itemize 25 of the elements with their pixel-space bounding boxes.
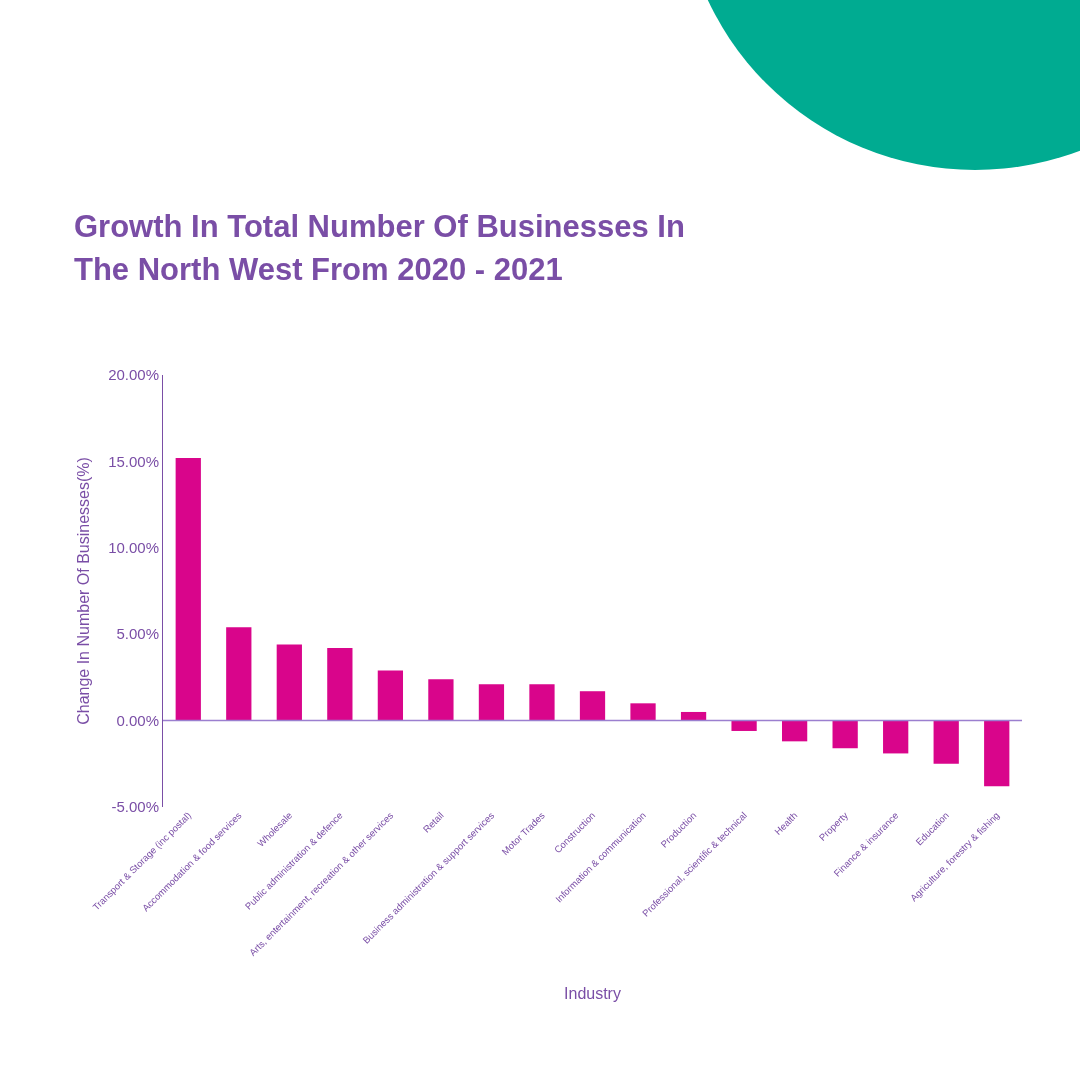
chart-title: Growth In Total Number Of Businesses In The North West From 2020 - 2021 bbox=[74, 208, 685, 289]
bar bbox=[175, 457, 201, 721]
bar bbox=[428, 679, 454, 721]
x-axis-title: Industry bbox=[564, 984, 621, 1002]
y-tick-label: 15.00% bbox=[108, 452, 159, 470]
bar bbox=[478, 684, 505, 721]
bar bbox=[731, 720, 757, 731]
y-tick-label: -5.00% bbox=[111, 798, 159, 816]
y-tick-label: 0.00% bbox=[116, 711, 159, 729]
bar bbox=[276, 644, 302, 721]
bar bbox=[579, 691, 606, 721]
bar bbox=[883, 720, 909, 754]
y-axis-title: Change In Number Of Businesses(%) bbox=[75, 457, 93, 725]
bar bbox=[226, 627, 252, 721]
bar bbox=[630, 703, 656, 721]
bar bbox=[832, 720, 858, 749]
bar bbox=[933, 720, 959, 764]
bar bbox=[377, 670, 404, 721]
y-tick-label: 20.00% bbox=[108, 366, 159, 384]
bar bbox=[327, 648, 353, 721]
bar bbox=[781, 720, 808, 742]
y-tick-label: 5.00% bbox=[116, 625, 159, 643]
bar bbox=[529, 684, 555, 721]
y-tick-label: 10.00% bbox=[108, 539, 159, 557]
bar bbox=[984, 720, 1010, 787]
